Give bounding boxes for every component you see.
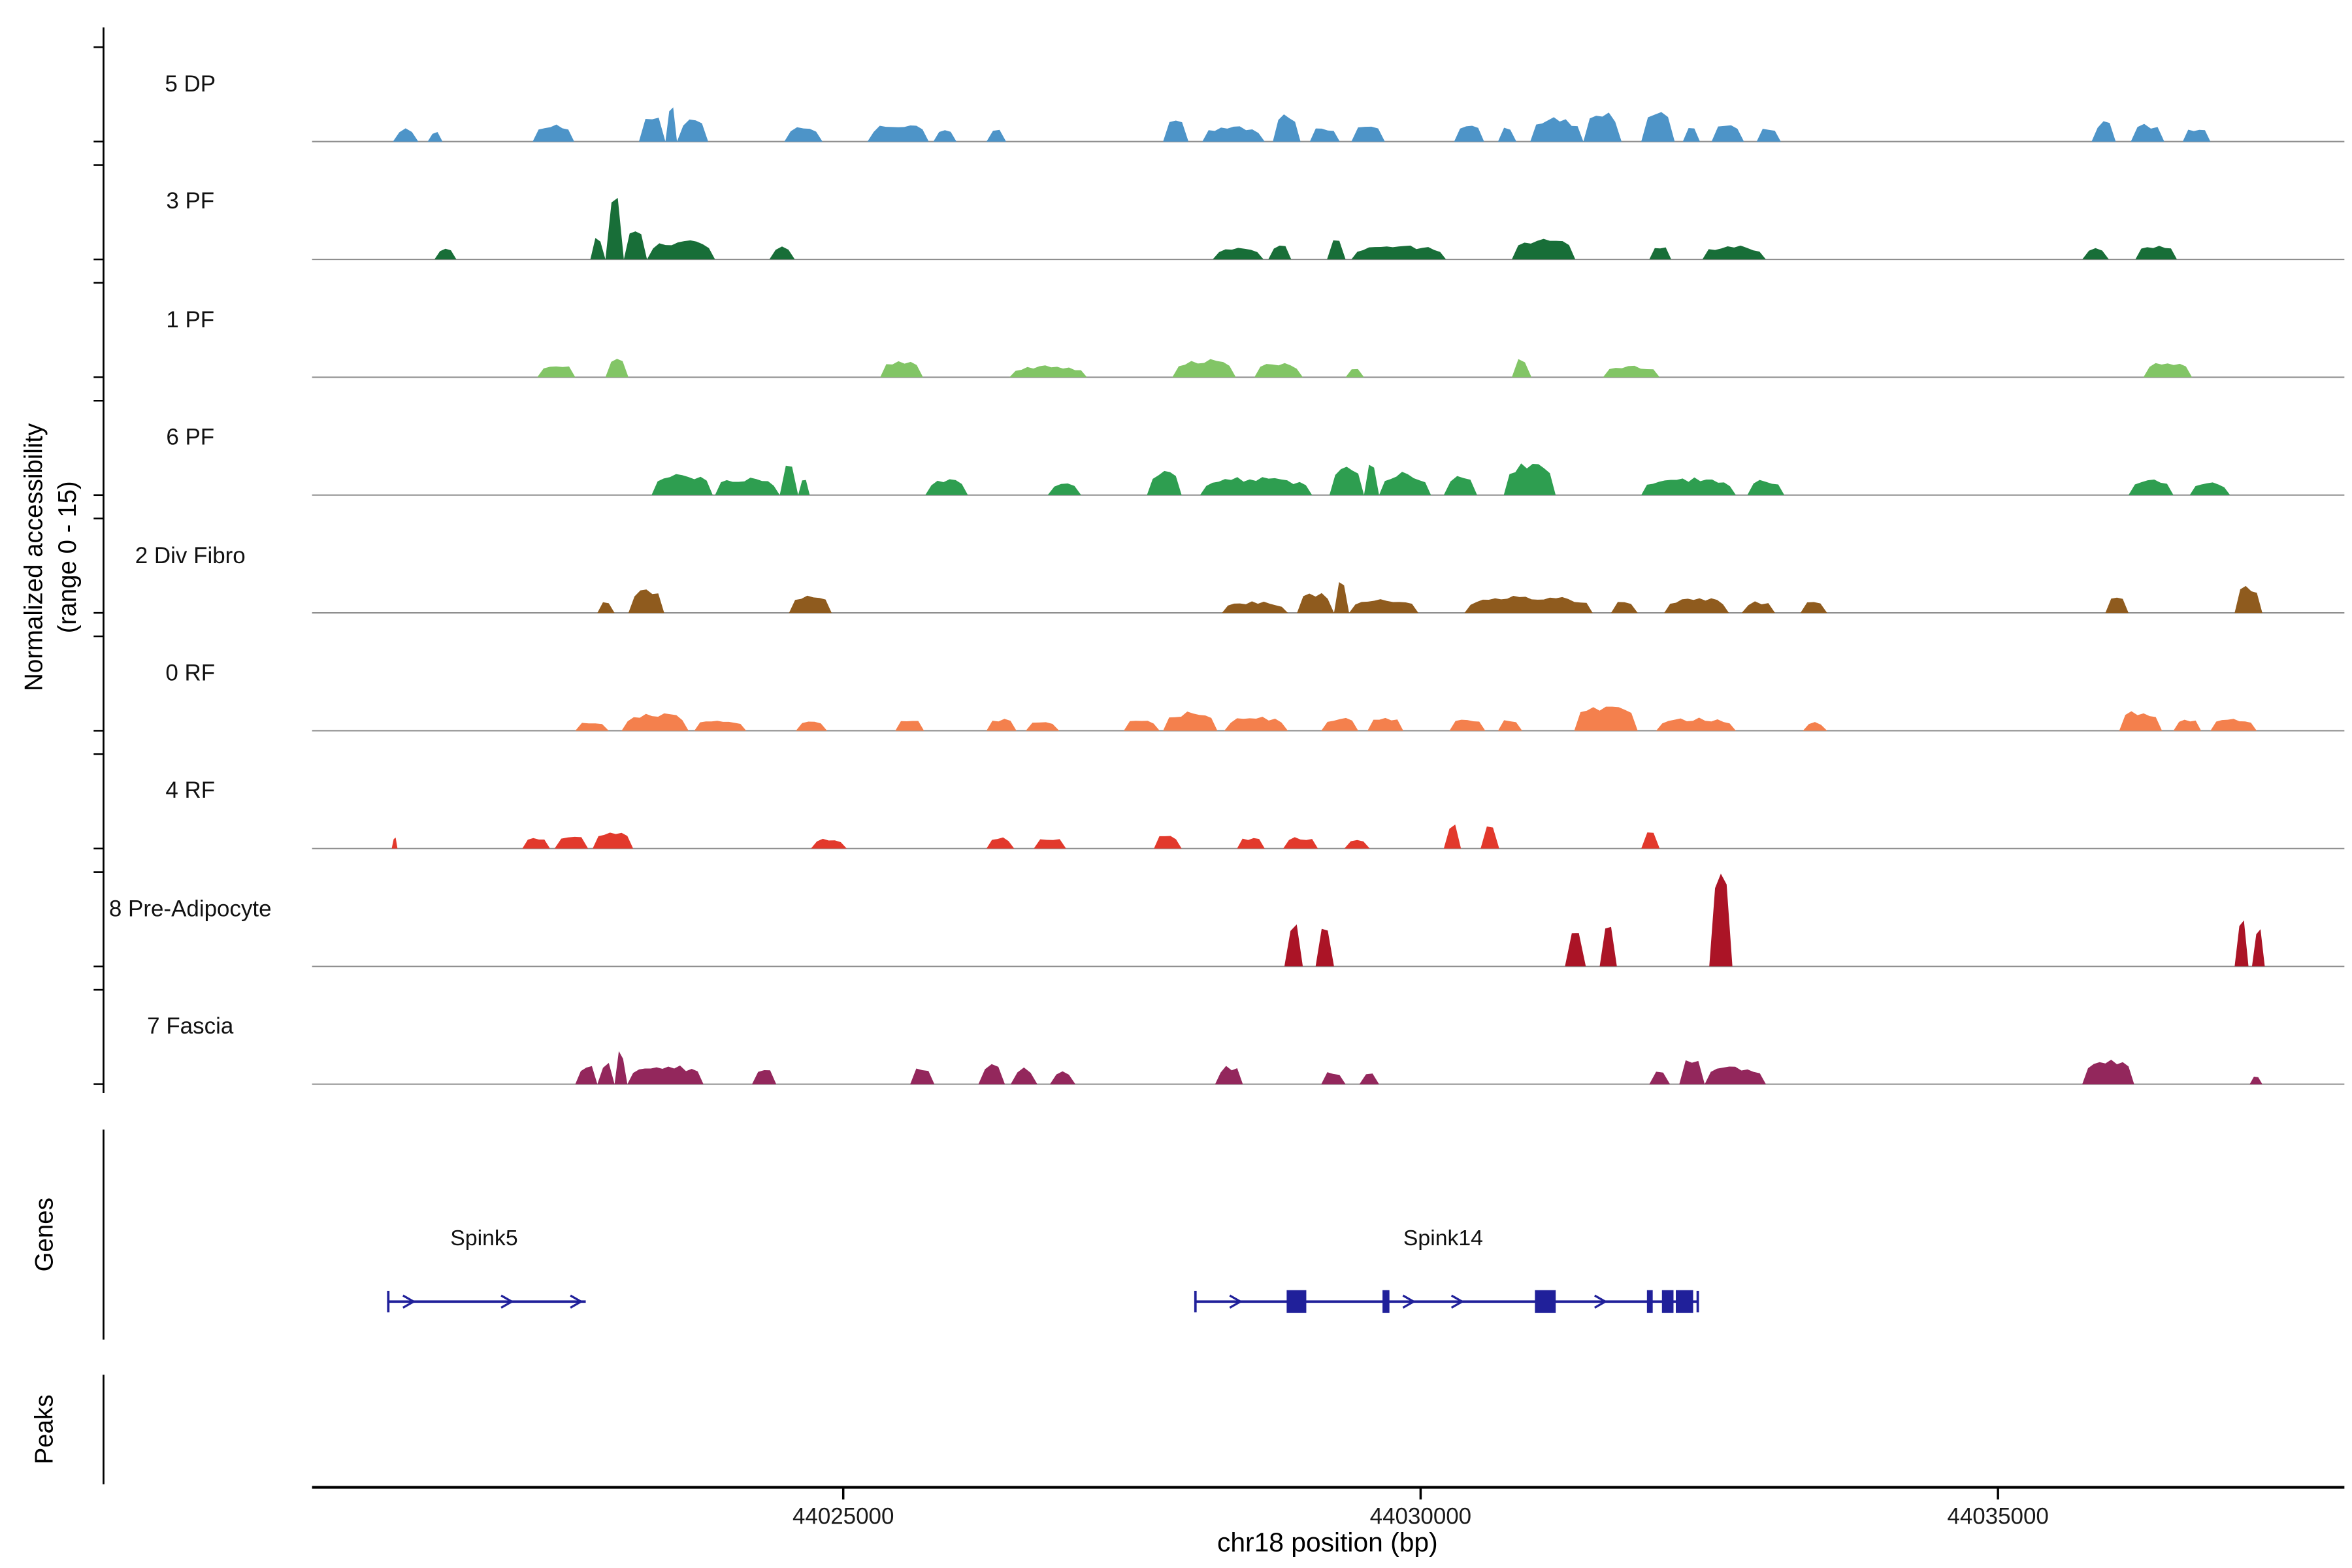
gene-label-spink5: Spink5 bbox=[450, 1227, 518, 1252]
track-label-3-pf: 3 PF bbox=[166, 189, 215, 216]
gene-exon-spink14 bbox=[1286, 1290, 1307, 1313]
genes-section-label: Genes bbox=[31, 1198, 59, 1272]
track-label-8-pre-adipocyte: 8 Pre-Adipocyte bbox=[108, 896, 272, 923]
gene-strand-arrow-spink14 bbox=[1402, 1294, 1416, 1309]
gene-exon-spink14 bbox=[1535, 1290, 1556, 1313]
y-axis-label: Normalized accessibility (range 0 - 15) bbox=[18, 423, 86, 691]
signal-area-3-pf bbox=[434, 197, 2178, 260]
signal-area-4-rf bbox=[391, 824, 1660, 849]
x-axis-title: chr18 position (bp) bbox=[1217, 1527, 1438, 1558]
gene-label-spink14: Spink14 bbox=[1403, 1227, 1483, 1252]
peaks-section-label: Peaks bbox=[31, 1394, 59, 1465]
signal-area-0-rf bbox=[575, 706, 2257, 731]
track-label-2-div-fibro: 2 Div Fibro bbox=[135, 542, 246, 569]
track-label-4-rf: 4 RF bbox=[165, 778, 216, 805]
gene-strand-arrow-spink14 bbox=[1450, 1294, 1465, 1309]
gene-strand-arrow-spink5 bbox=[402, 1294, 416, 1309]
track-label-7-fascia: 7 Fascia bbox=[147, 1014, 234, 1040]
gene-strand-arrow-spink5 bbox=[500, 1294, 514, 1309]
signal-area-7-fascia bbox=[575, 1051, 2262, 1085]
x-axis-tick-label: 44035000 bbox=[1947, 1503, 2048, 1529]
gene-strand-arrow-spink5 bbox=[570, 1294, 583, 1309]
y-axis-label-line1: Normalized accessibility bbox=[21, 423, 48, 691]
signal-area-6-pf bbox=[651, 463, 2230, 495]
signal-area-2-div-fibro bbox=[597, 582, 2262, 613]
track-label-5-dp: 5 DP bbox=[165, 71, 216, 98]
gene-exon-spink14 bbox=[1661, 1290, 1674, 1313]
track-label-0-rf: 0 RF bbox=[165, 661, 216, 687]
gene-exon-spink14 bbox=[1646, 1290, 1653, 1313]
x-axis-tick-label: 44025000 bbox=[792, 1503, 894, 1529]
gene-strand-arrow-spink14 bbox=[1229, 1294, 1243, 1309]
gene-strand-arrow-spink14 bbox=[1593, 1294, 1608, 1309]
gene-exon-spink14 bbox=[1382, 1290, 1390, 1313]
signal-area-5-dp bbox=[393, 107, 2211, 142]
y-axis-label-line2: (range 0 - 15) bbox=[54, 481, 82, 634]
track-label-6-pf: 6 PF bbox=[166, 425, 215, 451]
track-label-1-pf: 1 PF bbox=[166, 307, 215, 333]
signal-area-8-pre-adipocyte bbox=[1284, 874, 2265, 967]
signal-area-1-pf bbox=[537, 359, 2193, 378]
x-axis-tick-label: 44030000 bbox=[1370, 1503, 1471, 1529]
gene-exon-spink14 bbox=[1676, 1290, 1693, 1313]
